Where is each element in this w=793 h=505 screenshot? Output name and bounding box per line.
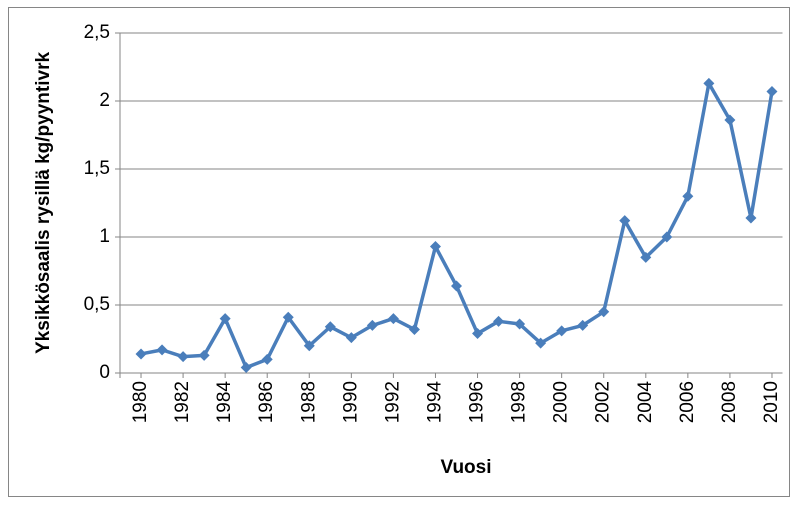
marker [472, 328, 484, 340]
marker [535, 337, 547, 349]
y-tick-label: 0 [99, 362, 110, 383]
marker [387, 313, 399, 325]
marker [451, 280, 462, 292]
x-tick-label: 1986 [256, 381, 277, 423]
x-tick-label: 2006 [677, 381, 698, 423]
marker [429, 241, 441, 253]
marker [514, 318, 526, 330]
x-tick-label: 1994 [424, 381, 445, 424]
marker [345, 332, 357, 344]
y-axis-title: Yksikkösaalis rysillä kg/pyyntivrk [33, 52, 54, 355]
x-axis-title: Vuosi [440, 457, 491, 478]
y-tick-label: 2,5 [84, 22, 110, 43]
marker [577, 319, 589, 331]
y-tick-label: 0,5 [84, 294, 110, 315]
x-tick-label: 1996 [467, 381, 488, 423]
marker [661, 231, 673, 243]
y-tick-label: 1 [99, 226, 110, 247]
marker [219, 313, 231, 325]
marker [703, 77, 715, 89]
marker [640, 251, 652, 263]
marker [240, 362, 252, 374]
y-tick-label: 2 [99, 90, 110, 111]
x-tick-label: 1998 [509, 381, 530, 423]
marker [366, 319, 378, 331]
marker [177, 351, 189, 363]
marker [303, 340, 315, 352]
x-tick-label: 1980 [130, 381, 151, 423]
marker [261, 353, 273, 365]
marker [556, 325, 568, 337]
x-tick-label: 1990 [340, 381, 361, 423]
x-tick-label: 2000 [551, 381, 572, 423]
marker [282, 311, 294, 323]
marker [135, 348, 147, 360]
y-tick-label: 1,5 [84, 158, 110, 179]
marker [766, 85, 778, 97]
marker [682, 190, 694, 202]
marker [724, 114, 736, 126]
marker [324, 321, 336, 333]
marker [745, 212, 757, 224]
x-tick-label: 1992 [382, 381, 403, 423]
marker [619, 215, 631, 227]
marker [598, 306, 610, 318]
x-tick-label: 2010 [761, 381, 782, 423]
chart-border [8, 7, 790, 497]
marker [493, 315, 505, 327]
x-tick-label: 1988 [298, 381, 319, 423]
x-tick-label: 2004 [635, 381, 656, 424]
marker [408, 323, 420, 335]
x-tick-label: 2002 [593, 381, 614, 423]
x-tick-label: 1984 [214, 381, 235, 424]
marker [198, 349, 210, 361]
x-tick-label: 2008 [719, 381, 740, 423]
marker [156, 344, 168, 356]
x-tick-label: 1982 [172, 381, 193, 423]
